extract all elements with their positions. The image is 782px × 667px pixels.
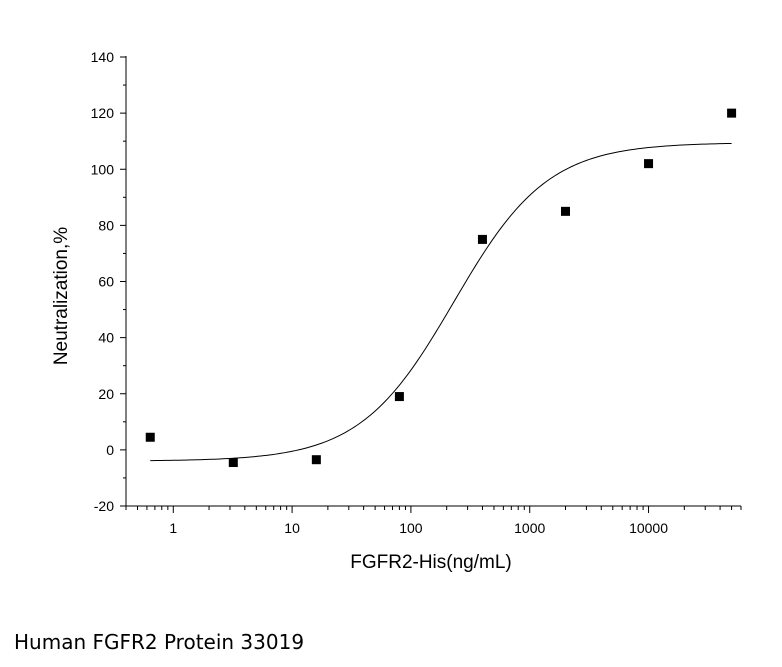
y-tick-label: 20 (98, 386, 114, 402)
y-tick-label: 0 (106, 442, 114, 458)
data-point (727, 108, 737, 118)
x-axis-ticks: 1 10 100 1000 10000 (125, 506, 742, 536)
y-tick-label: 40 (98, 330, 114, 346)
y-axis-ticks: -20 0 20 40 60 80 100 120 140 (91, 49, 126, 514)
y-tick-label: 120 (91, 105, 115, 121)
data-point (311, 455, 321, 465)
x-tick-label: 1000 (514, 520, 545, 536)
fit-curve (150, 142, 732, 462)
data-point (644, 159, 654, 169)
chart: -20 0 20 40 60 80 100 120 140 1 10 100 1000 10000 FG… (51, 49, 742, 573)
y-tick-label: 140 (91, 49, 115, 65)
x-axis-title: FGFR2-His(ng/mL) (350, 552, 512, 573)
data-point (560, 206, 570, 216)
data-point (145, 432, 155, 442)
y-tick-label: -20 (94, 498, 114, 514)
data-point (228, 458, 238, 468)
y-axis-title: Neutralization,% (51, 227, 72, 365)
data-point (477, 234, 487, 244)
x-tick-label: 100 (399, 520, 423, 536)
y-tick-label: 60 (98, 274, 114, 290)
x-tick-label: 1 (169, 520, 177, 536)
data-point (394, 392, 404, 402)
axes (125, 56, 741, 507)
x-tick-label: 10 (284, 520, 300, 536)
figure-caption: Human FGFR2 Protein 33019 (14, 630, 305, 654)
x-tick-label: 10000 (629, 520, 668, 536)
data-points (145, 108, 737, 468)
y-tick-label: 80 (98, 217, 114, 233)
y-tick-label: 100 (91, 161, 115, 177)
